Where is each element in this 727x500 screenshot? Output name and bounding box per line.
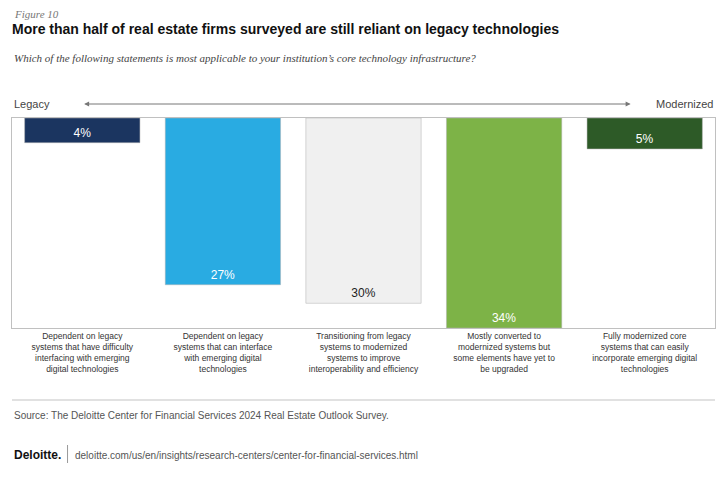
svg-text:Figure 10: Figure 10 bbox=[14, 8, 59, 20]
svg-text:Dependent on legacysystems tha: Dependent on legacysystems that have dif… bbox=[32, 331, 134, 374]
svg-text:Modernized: Modernized bbox=[656, 98, 713, 110]
svg-text:Transitioning from legacysyste: Transitioning from legacysystems to mode… bbox=[309, 331, 419, 374]
svg-text:4%: 4% bbox=[73, 126, 91, 140]
svg-text:deloitte.com/us/en/insights/re: deloitte.com/us/en/insights/research-cen… bbox=[75, 450, 418, 461]
svg-text:27%: 27% bbox=[211, 268, 235, 282]
svg-text:Fully modernized coresystems t: Fully modernized coresystems that can ea… bbox=[592, 331, 697, 374]
svg-text:Deloitte.: Deloitte. bbox=[14, 448, 61, 462]
svg-text:5%: 5% bbox=[636, 132, 654, 146]
svg-text:More than half of real estate: More than half of real estate firms surv… bbox=[12, 21, 559, 37]
svg-text:Source: The Deloitte Center fo: Source: The Deloitte Center for Financia… bbox=[14, 410, 389, 421]
svg-text:34%: 34% bbox=[492, 311, 516, 325]
svg-text:Mostly converted tomodernized: Mostly converted tomodernized systems bu… bbox=[453, 331, 555, 374]
svg-text:Which of the following stateme: Which of the following statements is mos… bbox=[14, 52, 476, 64]
svg-text:Dependent on legacysystems tha: Dependent on legacysystems that can inte… bbox=[174, 331, 273, 374]
svg-text:30%: 30% bbox=[351, 286, 375, 300]
svg-text:Legacy: Legacy bbox=[14, 98, 50, 110]
